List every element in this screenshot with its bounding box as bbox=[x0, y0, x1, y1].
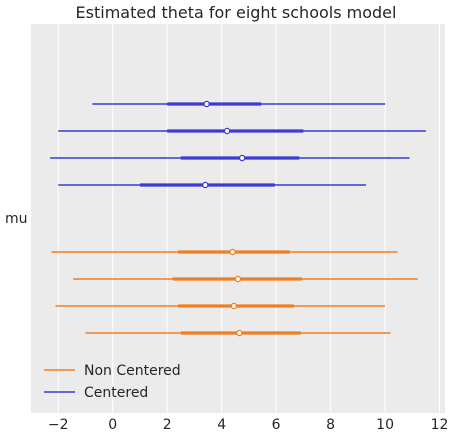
chain-interval bbox=[50, 154, 410, 162]
x-tick-label: 6 bbox=[272, 417, 281, 433]
median-point bbox=[234, 275, 242, 283]
chain-interval bbox=[85, 329, 391, 337]
x-tick-label: 4 bbox=[217, 417, 226, 433]
chain-interval bbox=[55, 302, 386, 310]
chart-title: Estimated theta for eight schools model bbox=[76, 3, 397, 22]
x-tick-label: 12 bbox=[431, 417, 449, 433]
grid-lines bbox=[57, 24, 441, 413]
median-point bbox=[229, 248, 236, 256]
chain-interval bbox=[58, 181, 367, 189]
median-point bbox=[223, 127, 231, 135]
x-axis-tick-labels: −2 0 2 4 6 8 10 12 bbox=[48, 417, 449, 433]
x-tick-label: 8 bbox=[326, 417, 335, 433]
x-tick-label: 2 bbox=[163, 417, 172, 433]
median-point bbox=[202, 181, 209, 189]
chain-interval bbox=[73, 275, 418, 283]
legend-entry: Non Centered bbox=[44, 363, 181, 379]
chain-interval bbox=[51, 248, 398, 256]
legend-label: Centered bbox=[84, 385, 148, 401]
x-tick-label: −2 bbox=[48, 417, 69, 433]
median-point bbox=[236, 329, 243, 337]
x-tick-label: 0 bbox=[108, 417, 117, 433]
legend-entry: Centered bbox=[44, 385, 148, 401]
legend-label: Non Centered bbox=[84, 363, 181, 379]
chain-interval bbox=[58, 127, 426, 135]
median-point bbox=[238, 154, 246, 162]
plot-area bbox=[31, 24, 445, 413]
y-axis-label: mu bbox=[5, 211, 28, 227]
median-point bbox=[230, 302, 238, 310]
x-tick-label: 10 bbox=[376, 417, 394, 433]
series-layer bbox=[50, 100, 426, 337]
legend: Non Centered Centered bbox=[44, 363, 181, 401]
chain-interval bbox=[92, 100, 386, 108]
median-point bbox=[203, 100, 210, 108]
